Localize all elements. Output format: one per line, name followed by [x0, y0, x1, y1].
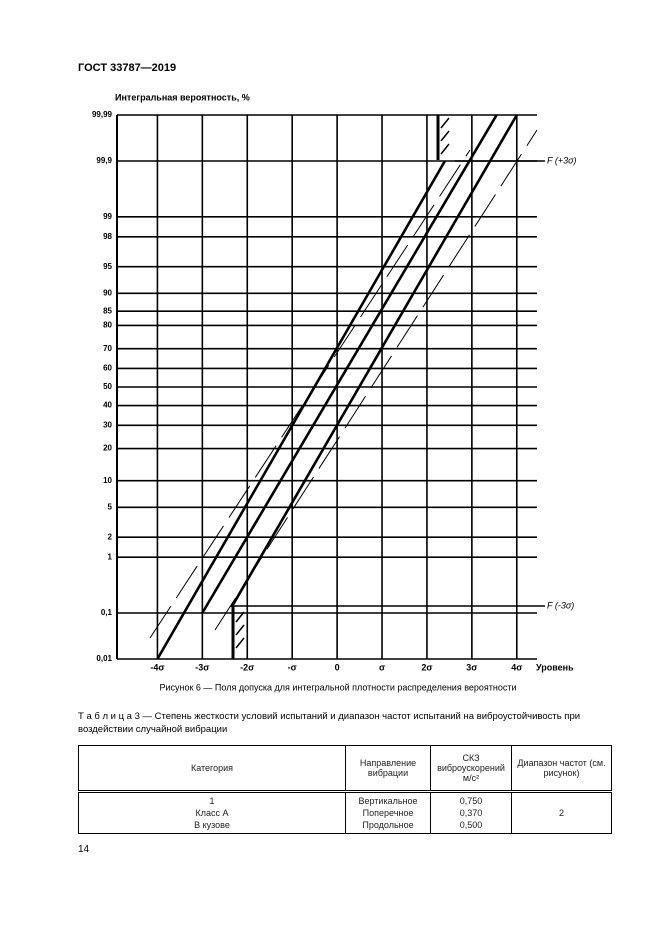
data-line — [230, 114, 518, 608]
x-tick-label: -3σ — [195, 662, 209, 672]
cell-line: 0,500 — [459, 820, 483, 830]
table-cell: 1 Класс А В кузове — [78, 791, 346, 834]
cell-line: Класс А — [195, 808, 229, 818]
annotation: F (+3σ) — [547, 155, 577, 165]
y-tick-label: 80 — [103, 321, 112, 330]
cell-line: 0,750 — [459, 796, 483, 806]
y-tick-label: 50 — [103, 382, 112, 391]
cell-line: В кузове — [194, 820, 230, 830]
y-tick-label: 40 — [103, 401, 112, 410]
y-tick-label: 99,99 — [92, 110, 113, 119]
chart: Интегральная вероятность, % Уровень Рису… — [92, 92, 577, 692]
y-tick-label: 95 — [103, 262, 112, 271]
x-tick-label: 0 — [335, 662, 340, 672]
cell-line: 0,370 — [459, 808, 483, 818]
y-tick-label: 5 — [108, 502, 113, 511]
y-tick-label: 90 — [103, 288, 112, 297]
x-tick-label: -4σ — [150, 662, 164, 672]
x-tick-label: 2σ — [421, 662, 432, 672]
column-header: Категория — [78, 745, 346, 793]
hatching — [235, 117, 450, 649]
y-tick-label: 0,1 — [101, 608, 113, 617]
cell-line: 1 — [209, 796, 215, 806]
data-line — [201, 114, 498, 614]
column-header: Направление вибрации — [345, 745, 431, 793]
y-tick-label: 60 — [103, 364, 112, 373]
table-title: Т а б л и ц а 3 — Степень жесткости усло… — [78, 711, 581, 735]
y-tick-label: 20 — [103, 444, 112, 453]
y-tick-label: 0,01 — [96, 654, 112, 663]
x-tick-label: σ — [379, 662, 385, 672]
x-tick-label: 3σ — [466, 662, 477, 672]
table-cell: 2 — [511, 791, 612, 834]
y-tick-label: 70 — [103, 344, 112, 353]
cell-line: Вертикальное — [358, 796, 418, 806]
y-tick-label: 98 — [103, 232, 112, 241]
y-tick-label: 10 — [103, 476, 112, 485]
data-line — [156, 160, 447, 660]
annotation: F (-3σ) — [547, 600, 574, 610]
figure-caption: Рисунок 6 — Поля допуска для интегрально… — [159, 682, 516, 692]
table: Категория Направление вибрации СКЗ вибро… — [78, 745, 612, 834]
y-tick-label: 30 — [103, 420, 112, 429]
y-tick-label: 1 — [108, 552, 113, 561]
cell-line: 2 — [558, 808, 564, 818]
table-cell: 0,750 0,370 0,500 — [430, 791, 512, 834]
table-cell: Вертикальное Поперечное Продольное — [345, 791, 431, 834]
y-axis-label: Интегральная вероятность, % — [115, 92, 250, 102]
tolerance-line — [214, 129, 538, 631]
cell-line: Продольное — [362, 820, 414, 830]
x-tick-label: -σ — [288, 662, 297, 672]
cell-line: Поперечное — [362, 808, 414, 818]
x-tick-label: 4σ — [511, 662, 522, 672]
y-tick-label: 99 — [103, 212, 112, 221]
column-header: Диапазон частот (см. рисунок) — [511, 745, 612, 793]
column-header: СКЗ виброускорений м/с² — [430, 745, 512, 793]
page-number: 14 — [78, 844, 90, 855]
x-tick-label: -2σ — [240, 662, 254, 672]
y-tick-label: 2 — [108, 532, 113, 541]
x-axis-label: Уровень — [536, 662, 574, 672]
y-tick-label: 85 — [103, 306, 112, 315]
doc-header: ГОСТ 33787—2019 — [78, 62, 177, 74]
y-tick-label: 99,9 — [96, 156, 112, 165]
